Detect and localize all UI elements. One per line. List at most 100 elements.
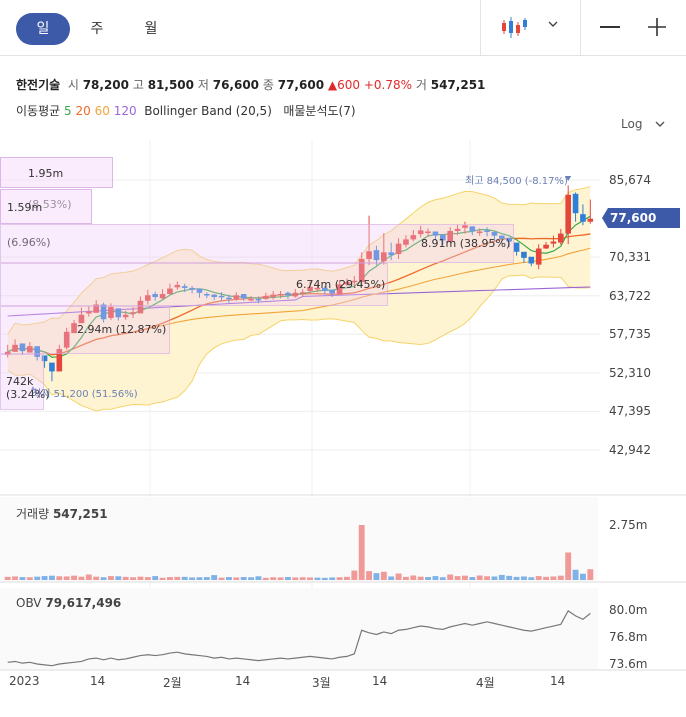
volume-tick: 2.75m — [609, 518, 648, 532]
price-tick: 52,310 — [609, 366, 651, 380]
candle-body — [454, 228, 461, 231]
volume-label: 거 — [415, 78, 427, 92]
obv-line — [7, 609, 591, 667]
volume-bar — [181, 576, 188, 580]
volume-bar — [48, 575, 55, 580]
close-value: 77,600 — [277, 78, 325, 92]
bollinger-lower — [7, 274, 591, 412]
volume-profile-label: 8.91m (38.95%) — [421, 237, 511, 250]
candle-body — [100, 304, 107, 320]
candle-body — [181, 286, 188, 288]
tab-day[interactable]: 일 — [16, 13, 70, 45]
volume-bar — [358, 525, 365, 580]
price-summary: 한전기술 시 78,200 고 81,500 저 76,600 종 77,600… — [16, 76, 485, 93]
price-tick: 63,722 — [609, 289, 651, 303]
candle-body — [12, 344, 18, 352]
candle-body — [513, 242, 520, 252]
ma120-label: 120 — [113, 104, 137, 118]
candle-body — [314, 287, 321, 290]
chevron-down-icon[interactable] — [546, 16, 560, 30]
tab-week[interactable]: 주 — [90, 21, 104, 37]
volume-bar — [476, 575, 483, 580]
volume-bar — [299, 577, 306, 580]
candle-body — [270, 294, 276, 298]
volume-bar — [130, 577, 137, 580]
candle-body — [49, 362, 55, 372]
current-price-value: 77,600 — [610, 211, 657, 225]
volume-bar — [122, 576, 129, 580]
volume-profile-bar: 1.95m (8.53%) — [0, 157, 113, 211]
price-tick: 57,735 — [609, 327, 651, 341]
candle-body — [322, 287, 328, 291]
candle-body — [403, 239, 409, 245]
volume-bar — [461, 575, 468, 580]
candle-body — [34, 346, 40, 357]
candle-body — [440, 234, 446, 241]
volume-bar — [71, 575, 78, 580]
volume-bar — [277, 577, 284, 580]
divider — [580, 0, 581, 55]
volume-profile-bar: 742k (3.24%) — [0, 354, 50, 410]
volume-bar — [240, 577, 247, 580]
candle-body — [19, 343, 26, 352]
candlestick-icon[interactable] — [500, 14, 528, 40]
volume-bar — [417, 576, 424, 580]
volume-bar — [410, 575, 417, 580]
candle-body — [145, 295, 151, 301]
volume-profile-bar: 1.59m (6.96%) — [0, 189, 92, 249]
candle-body — [447, 230, 453, 242]
minimize-button[interactable] — [600, 26, 620, 28]
volume-bar — [506, 575, 513, 580]
candle-body — [204, 294, 210, 296]
volume-bar — [233, 577, 240, 580]
candle-body — [240, 294, 247, 299]
volume-bar — [572, 569, 579, 580]
open-value: 78,200 — [82, 78, 129, 92]
bollinger-upper — [7, 186, 591, 335]
candle-body — [196, 288, 203, 293]
candle-body — [299, 292, 306, 294]
candle-body — [484, 230, 490, 232]
volume-profile-bar: 8.91m (38.95%) — [0, 224, 514, 263]
low-label: 저 — [197, 78, 209, 92]
candle-body — [63, 331, 70, 348]
candle-body — [130, 312, 136, 314]
volume-bar — [469, 577, 476, 580]
candle-body — [558, 233, 564, 243]
candle-body — [550, 241, 557, 244]
volume-bar — [579, 573, 586, 580]
volume-bar — [107, 576, 114, 580]
price-tick: 85,674 — [609, 173, 651, 187]
volume-bar — [100, 577, 107, 580]
candle-body — [27, 346, 33, 353]
volume-bar — [137, 576, 144, 580]
candle-body — [499, 235, 505, 239]
tab-month[interactable]: 월 — [144, 21, 158, 37]
volume-bar — [432, 576, 439, 580]
candle-body — [108, 307, 114, 318]
candle-body — [218, 295, 225, 298]
volume-bar — [270, 577, 277, 580]
log-scale-toggle[interactable]: Log — [621, 117, 665, 131]
volume-bar — [4, 576, 11, 580]
volume-bar — [454, 576, 461, 580]
candle-body — [167, 288, 173, 295]
indicator-legend[interactable]: 이동평균 5 20 60 120 Bollinger Band (20,5) 매… — [16, 102, 356, 119]
low-marker — [31, 386, 35, 390]
obv-tick: 80.0m — [609, 603, 648, 617]
volume-bar — [329, 577, 336, 580]
volume-profile-label: 2.94m (12.87%) — [77, 323, 167, 336]
ma20-label: 20 — [75, 104, 91, 118]
volume-bar — [26, 577, 33, 580]
candle-body — [425, 231, 431, 233]
volume-bar — [218, 577, 225, 580]
date-tick: 2월 — [163, 676, 182, 690]
volume-bar — [255, 576, 262, 580]
add-button[interactable] — [646, 16, 668, 38]
volume-bar — [550, 576, 557, 580]
volume-bar — [513, 576, 520, 580]
volume-profile-bar: 2.94m (12.87%) — [0, 306, 170, 354]
volume-bar — [19, 577, 26, 580]
volume-bar — [587, 569, 594, 580]
